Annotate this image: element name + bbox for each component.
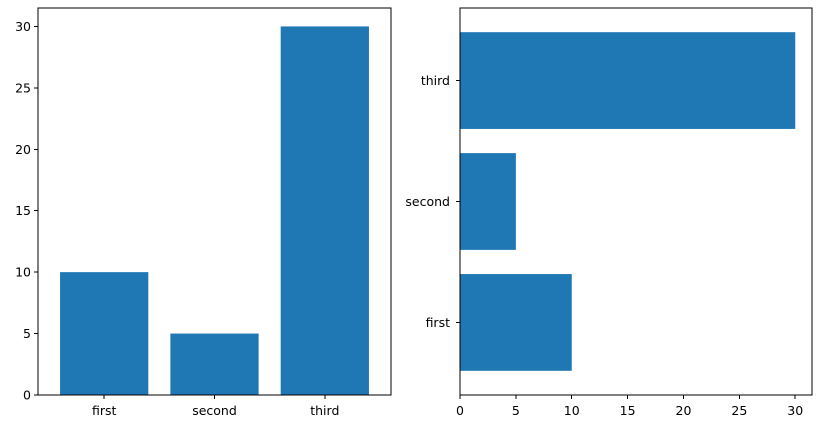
y-tick-label: 25 [15, 80, 31, 95]
x-tick-label: 25 [731, 403, 747, 418]
y-tick-label: 0 [23, 388, 31, 403]
y-tick-label: 30 [15, 19, 31, 34]
bar-first [60, 272, 149, 395]
bar-third [280, 26, 369, 396]
x-tick-label: 10 [564, 403, 580, 418]
y-tick-label: third [421, 73, 450, 88]
y-tick-label: 10 [15, 265, 31, 280]
hbar-third [460, 32, 796, 129]
x-tick-label: 0 [456, 403, 464, 418]
y-tick-label: 5 [23, 326, 31, 341]
hbar-second [460, 153, 516, 250]
vertical-bar-chart-panel: 0 5 10 15 20 25 30 first second third [15, 7, 392, 418]
x-tick-label: 20 [676, 403, 692, 418]
x-tick-label: third [310, 403, 339, 418]
x-tick-label: 5 [512, 403, 520, 418]
x-tick-label: second [192, 403, 237, 418]
x-tick-label: 30 [787, 403, 803, 418]
y-tick-label: 20 [15, 142, 31, 157]
horizontal-bar-chart-panel: first second third 0 5 10 15 20 25 30 [405, 7, 813, 418]
y-tick-label: first [426, 315, 451, 330]
bar-second [170, 333, 259, 395]
x-tick-label: 15 [620, 403, 636, 418]
hbar-first [460, 274, 572, 371]
y-tick-label: second [405, 194, 450, 209]
y-tick-label: 15 [15, 203, 31, 218]
x-tick-label: first [92, 403, 117, 418]
